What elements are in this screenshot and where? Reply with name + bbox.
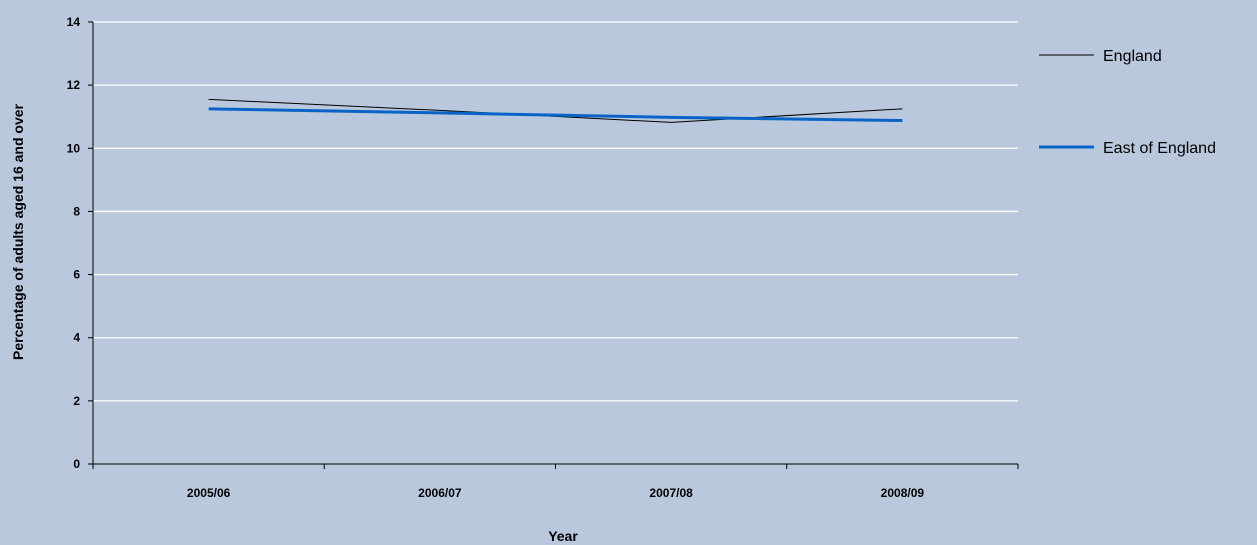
y-tick-label: 14 [67, 15, 81, 29]
series-line-east-of-england [208, 107, 903, 123]
y-tick-label: 0 [73, 457, 80, 471]
legend: England East of England [1039, 48, 1216, 157]
y-tick-label: 8 [73, 204, 80, 218]
y-tick-label: 2 [73, 394, 80, 408]
gridlines [93, 21, 1018, 402]
legend-label: East of England [1103, 140, 1216, 157]
y-tick-label: 4 [73, 331, 80, 345]
y-tick-labels: 0 2 4 6 8 10 12 14 [67, 15, 81, 471]
legend-label: England [1103, 48, 1162, 65]
y-tick-label: 6 [73, 268, 80, 282]
x-tick-label: 2005/06 [187, 486, 231, 500]
x-tick-labels: 2005/06 2006/07 2007/08 2008/09 [187, 486, 924, 500]
x-tick-label: 2008/09 [881, 486, 925, 500]
y-tick-label: 10 [67, 141, 81, 155]
y-axis-title: Percentage of adults aged 16 and over [10, 103, 26, 360]
series-lines [208, 98, 903, 123]
axes [88, 21, 1019, 469]
x-tick-label: 2006/07 [418, 486, 462, 500]
x-tick-label: 2007/08 [649, 486, 693, 500]
y-tick-label: 12 [67, 78, 81, 92]
x-axis-title: Year [548, 528, 578, 544]
